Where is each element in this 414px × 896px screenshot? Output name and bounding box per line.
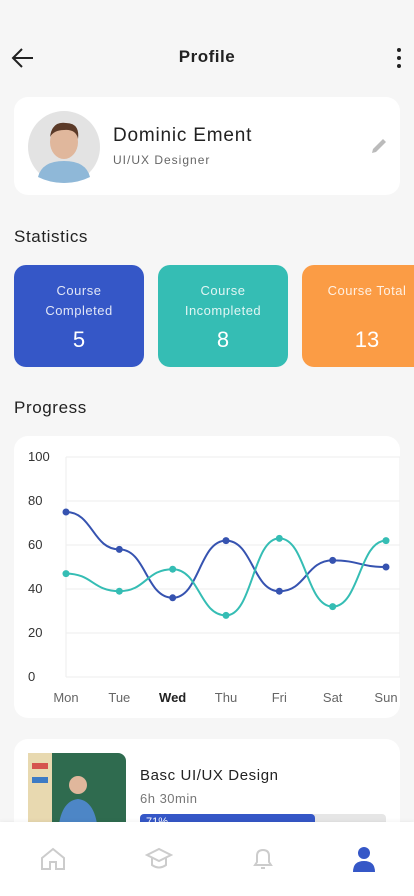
x-tick-label: Mon (53, 690, 78, 705)
point (62, 508, 70, 516)
profile-card: Dominic Ement UI/UX Designer (14, 97, 400, 195)
point (382, 537, 390, 545)
stat-value: 5 (72, 327, 86, 352)
y-tick-label: 40 (28, 581, 42, 596)
chart-card: 0 20 40 60 80 100 Mon Tue Wed Thu Fri Sat Sun (14, 436, 401, 718)
point (222, 537, 230, 545)
chart: 0 20 40 60 80 100 Mon Tue Wed Thu Fri Sat Sun (28, 449, 401, 705)
tab-bar (0, 822, 414, 896)
point (169, 594, 177, 602)
x-tick-label: Wed (159, 690, 186, 705)
page-title: Profile (178, 47, 236, 66)
point (382, 563, 390, 571)
courses-tab[interactable] (145, 847, 173, 871)
home-tab[interactable] (40, 847, 66, 871)
point (275, 534, 283, 542)
point (222, 611, 230, 619)
x-tick-label: Sun (374, 690, 397, 705)
stat-label: Course Total (327, 283, 407, 298)
stat-card[interactable]: Course Total 13 (302, 265, 414, 367)
y-tick-label: 80 (28, 493, 42, 508)
profile-tab[interactable] (352, 846, 376, 872)
series-line (65, 537, 387, 617)
point (115, 545, 123, 553)
stat-label: Course Incompleted (184, 283, 262, 318)
stat-label: Course Completed (45, 283, 113, 318)
x-tick-label: Tue (108, 690, 130, 705)
avatar (28, 111, 100, 183)
y-tick-label: 20 (28, 625, 42, 640)
point (115, 587, 123, 595)
section-title: Statistics (14, 227, 89, 246)
y-tick-label: 100 (28, 449, 50, 464)
profile-role: UI/UX Designer (113, 153, 211, 167)
x-tick-label: Sat (323, 690, 343, 705)
course-title: Basc UI/UX Design (140, 767, 279, 784)
point (275, 587, 283, 595)
stat-card[interactable]: Course Incompleted 8 (158, 265, 288, 367)
profile-name: Dominic Ement (113, 125, 253, 146)
more-button[interactable] (394, 46, 404, 70)
point (329, 603, 337, 611)
point (169, 565, 177, 573)
edit-button[interactable] (370, 137, 388, 155)
series-line (65, 511, 387, 599)
x-tick-label: Thu (215, 690, 237, 705)
y-tick-label: 60 (28, 537, 42, 552)
stat-value: 13 (354, 327, 380, 352)
back-button[interactable] (10, 46, 36, 70)
y-tick-label: 0 (28, 669, 35, 684)
point (329, 556, 337, 564)
notifications-tab[interactable] (252, 846, 274, 872)
course-thumbnail (28, 753, 126, 833)
section-title: Progress (14, 398, 87, 417)
point (62, 570, 70, 578)
course-duration: 6h 30min (140, 791, 198, 806)
stat-value: 8 (216, 327, 230, 352)
stat-card[interactable]: Course Completed 5 (14, 265, 144, 367)
x-tick-label: Fri (272, 690, 287, 705)
